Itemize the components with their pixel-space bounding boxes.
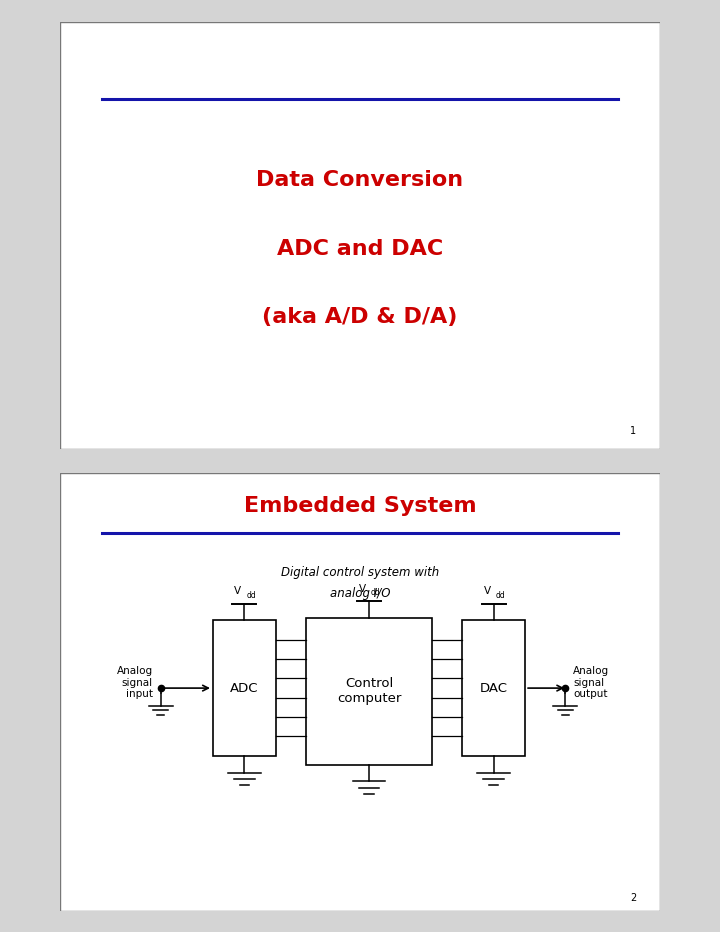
Text: V: V [359, 584, 366, 594]
Text: DAC: DAC [480, 681, 508, 694]
Text: 2: 2 [630, 893, 636, 903]
Bar [306, 618, 432, 765]
Text: 1: 1 [630, 427, 636, 436]
Text: analog I/O: analog I/O [330, 587, 390, 600]
Text: Embedded System: Embedded System [243, 497, 477, 516]
Text: Analog
signal
output: Analog signal output [573, 666, 609, 699]
Text: V: V [234, 586, 241, 596]
Text: ADC and DAC: ADC and DAC [277, 239, 443, 258]
Text: dd: dd [371, 588, 381, 597]
Text: Analog
signal
input: Analog signal input [117, 666, 153, 699]
Text: ADC: ADC [230, 681, 258, 694]
Text: V: V [483, 586, 490, 596]
Text: Control
computer: Control computer [337, 678, 401, 706]
Text: Digital control system with: Digital control system with [281, 566, 439, 579]
Text: Data Conversion: Data Conversion [256, 171, 464, 190]
Text: dd: dd [246, 591, 256, 599]
Text: (aka A/D & D/A): (aka A/D & D/A) [262, 307, 458, 327]
Bar [462, 620, 525, 756]
Text: dd: dd [495, 591, 505, 599]
Bar [213, 620, 276, 756]
